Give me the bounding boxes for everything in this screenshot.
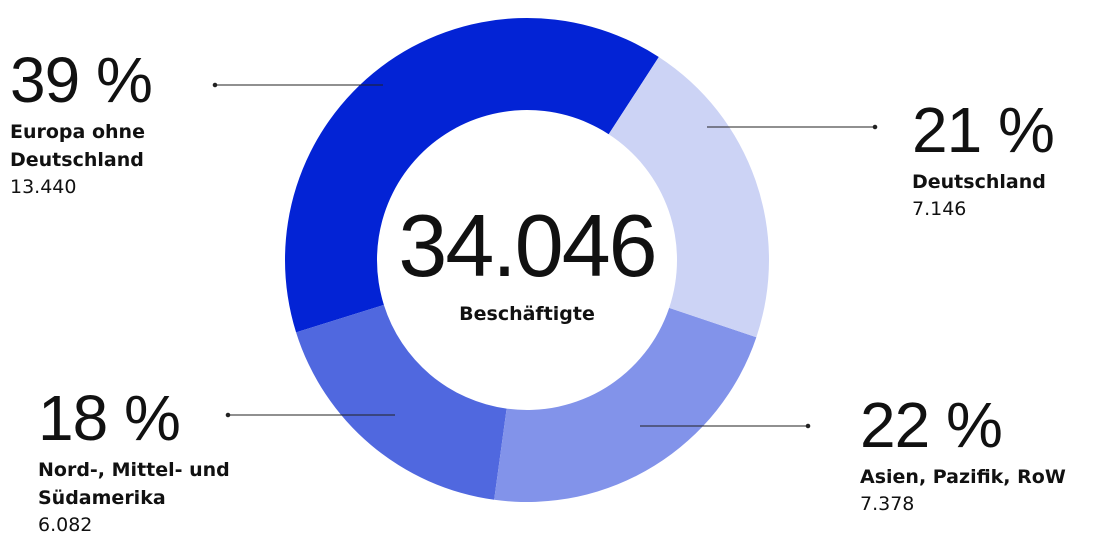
- center-value: 34.046: [398, 196, 657, 295]
- category-label: Nord-, Mittel- und Südamerika: [38, 459, 230, 509]
- donut-segment: [494, 307, 757, 502]
- leader-dot: [212, 82, 218, 88]
- segment-label: 21 % Deutschland 7.146: [912, 98, 1095, 222]
- segment-label: 39 % Europa ohne Deutschland 13.440: [10, 48, 185, 200]
- percent-label: 21 %: [912, 94, 1055, 166]
- leader-dot: [225, 412, 231, 418]
- percent-label: 22 %: [860, 389, 1003, 461]
- segment-label: 22 % Asien, Pazifik, RoW 7.378: [860, 393, 1095, 517]
- leader-dot: [805, 423, 811, 429]
- percent-label: 18 %: [38, 382, 181, 454]
- percent-label: 39 %: [10, 44, 153, 116]
- segment-label: 18 % Nord-, Mittel- und Südamerika 6.082: [38, 386, 278, 538]
- leader-lines: [212, 82, 878, 429]
- employee-count: 13.440: [10, 176, 77, 198]
- leader-dot: [872, 124, 878, 130]
- employee-count: 6.082: [38, 514, 93, 536]
- employee-count: 7.378: [860, 493, 915, 515]
- category-label: Deutschland: [912, 171, 1046, 193]
- center-label: Beschäftigte: [459, 303, 595, 325]
- category-label: Europa ohne Deutschland: [10, 121, 145, 171]
- employee-count: 7.146: [912, 198, 967, 220]
- donut-segment: [296, 304, 507, 500]
- donut-segment: [285, 17, 659, 333]
- category-label: Asien, Pazifik, RoW: [860, 466, 1066, 488]
